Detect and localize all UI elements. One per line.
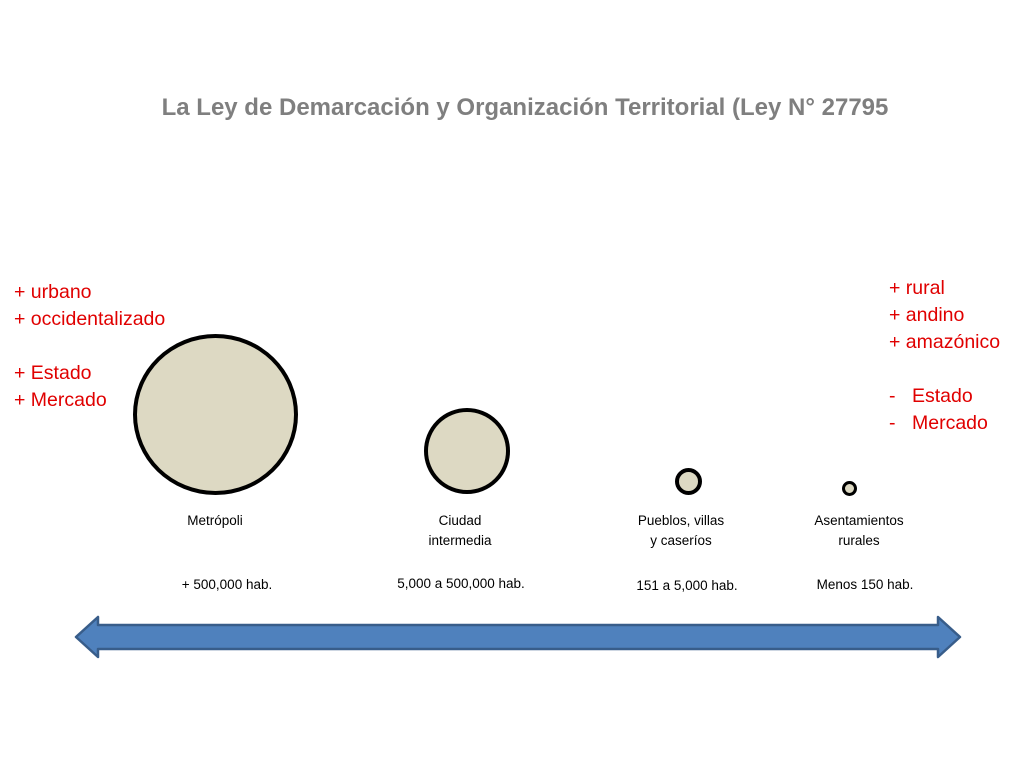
left-list-item: + Mercado bbox=[14, 389, 107, 411]
right-list-text: + amazónico bbox=[889, 331, 1001, 353]
category-label-line: intermedia bbox=[428, 533, 492, 548]
right-list-item: + andino bbox=[889, 302, 1000, 329]
urban-characteristics-list: + urbano + occidentalizado + Estado + Me… bbox=[14, 279, 165, 414]
left-list-item bbox=[14, 333, 165, 360]
metropoli-circle bbox=[133, 334, 298, 495]
population-range-metropoli: + 500,000 hab. bbox=[181, 577, 273, 592]
population-range-asentamientos: Menos 150 hab. bbox=[816, 577, 914, 592]
category-label-asentamientos: Asentamientos rurales bbox=[774, 511, 944, 551]
right-list-item: + amazónico bbox=[889, 329, 1000, 356]
category-label-ciudad: Ciudad intermedia bbox=[375, 511, 545, 551]
category-label-line: rurales bbox=[838, 533, 880, 548]
right-list-text: + rural bbox=[889, 277, 945, 299]
right-list-item: - Mercado bbox=[889, 410, 1000, 437]
category-label-line: Asentamientos bbox=[814, 513, 904, 528]
left-list-item: + Estado bbox=[14, 362, 92, 384]
asentamientos-circle bbox=[842, 481, 857, 496]
ciudad-intermedia-circle bbox=[424, 408, 510, 494]
category-label-metropoli: Metrópoli bbox=[130, 511, 300, 531]
list-bullet: - bbox=[889, 412, 896, 434]
right-list-text: Mercado bbox=[912, 412, 988, 434]
double-headed-arrow-shape bbox=[74, 615, 962, 659]
category-label-pueblos: Pueblos, villas y caseríos bbox=[596, 511, 766, 551]
category-label-line: Pueblos, villas bbox=[637, 513, 725, 528]
category-label-line: Metrópoli bbox=[187, 513, 243, 528]
list-bullet: - bbox=[889, 385, 896, 407]
right-list-item: - Estado bbox=[889, 383, 1000, 410]
slide-title: La Ley de Demarcación y Organización Ter… bbox=[161, 94, 889, 121]
pueblos-circle bbox=[675, 468, 702, 495]
rural-characteristics-list: + rural + andino + amazónico - Estado - Me… bbox=[889, 275, 1000, 437]
right-list-item: + rural bbox=[889, 275, 1000, 302]
population-range-ciudad: 5,000 a 500,000 hab. bbox=[397, 576, 525, 591]
category-label-line: Ciudad bbox=[438, 513, 482, 528]
category-label-line: y caseríos bbox=[650, 533, 712, 548]
population-range-pueblos: 151 a 5,000 hab. bbox=[636, 578, 738, 593]
double-headed-arrow bbox=[74, 615, 962, 659]
right-list-item bbox=[889, 356, 1000, 383]
left-list-item: + occidentalizado bbox=[14, 308, 166, 330]
right-list-text: + andino bbox=[889, 304, 965, 326]
left-list-item: + urbano bbox=[14, 281, 92, 303]
right-list-text: Estado bbox=[912, 385, 973, 407]
